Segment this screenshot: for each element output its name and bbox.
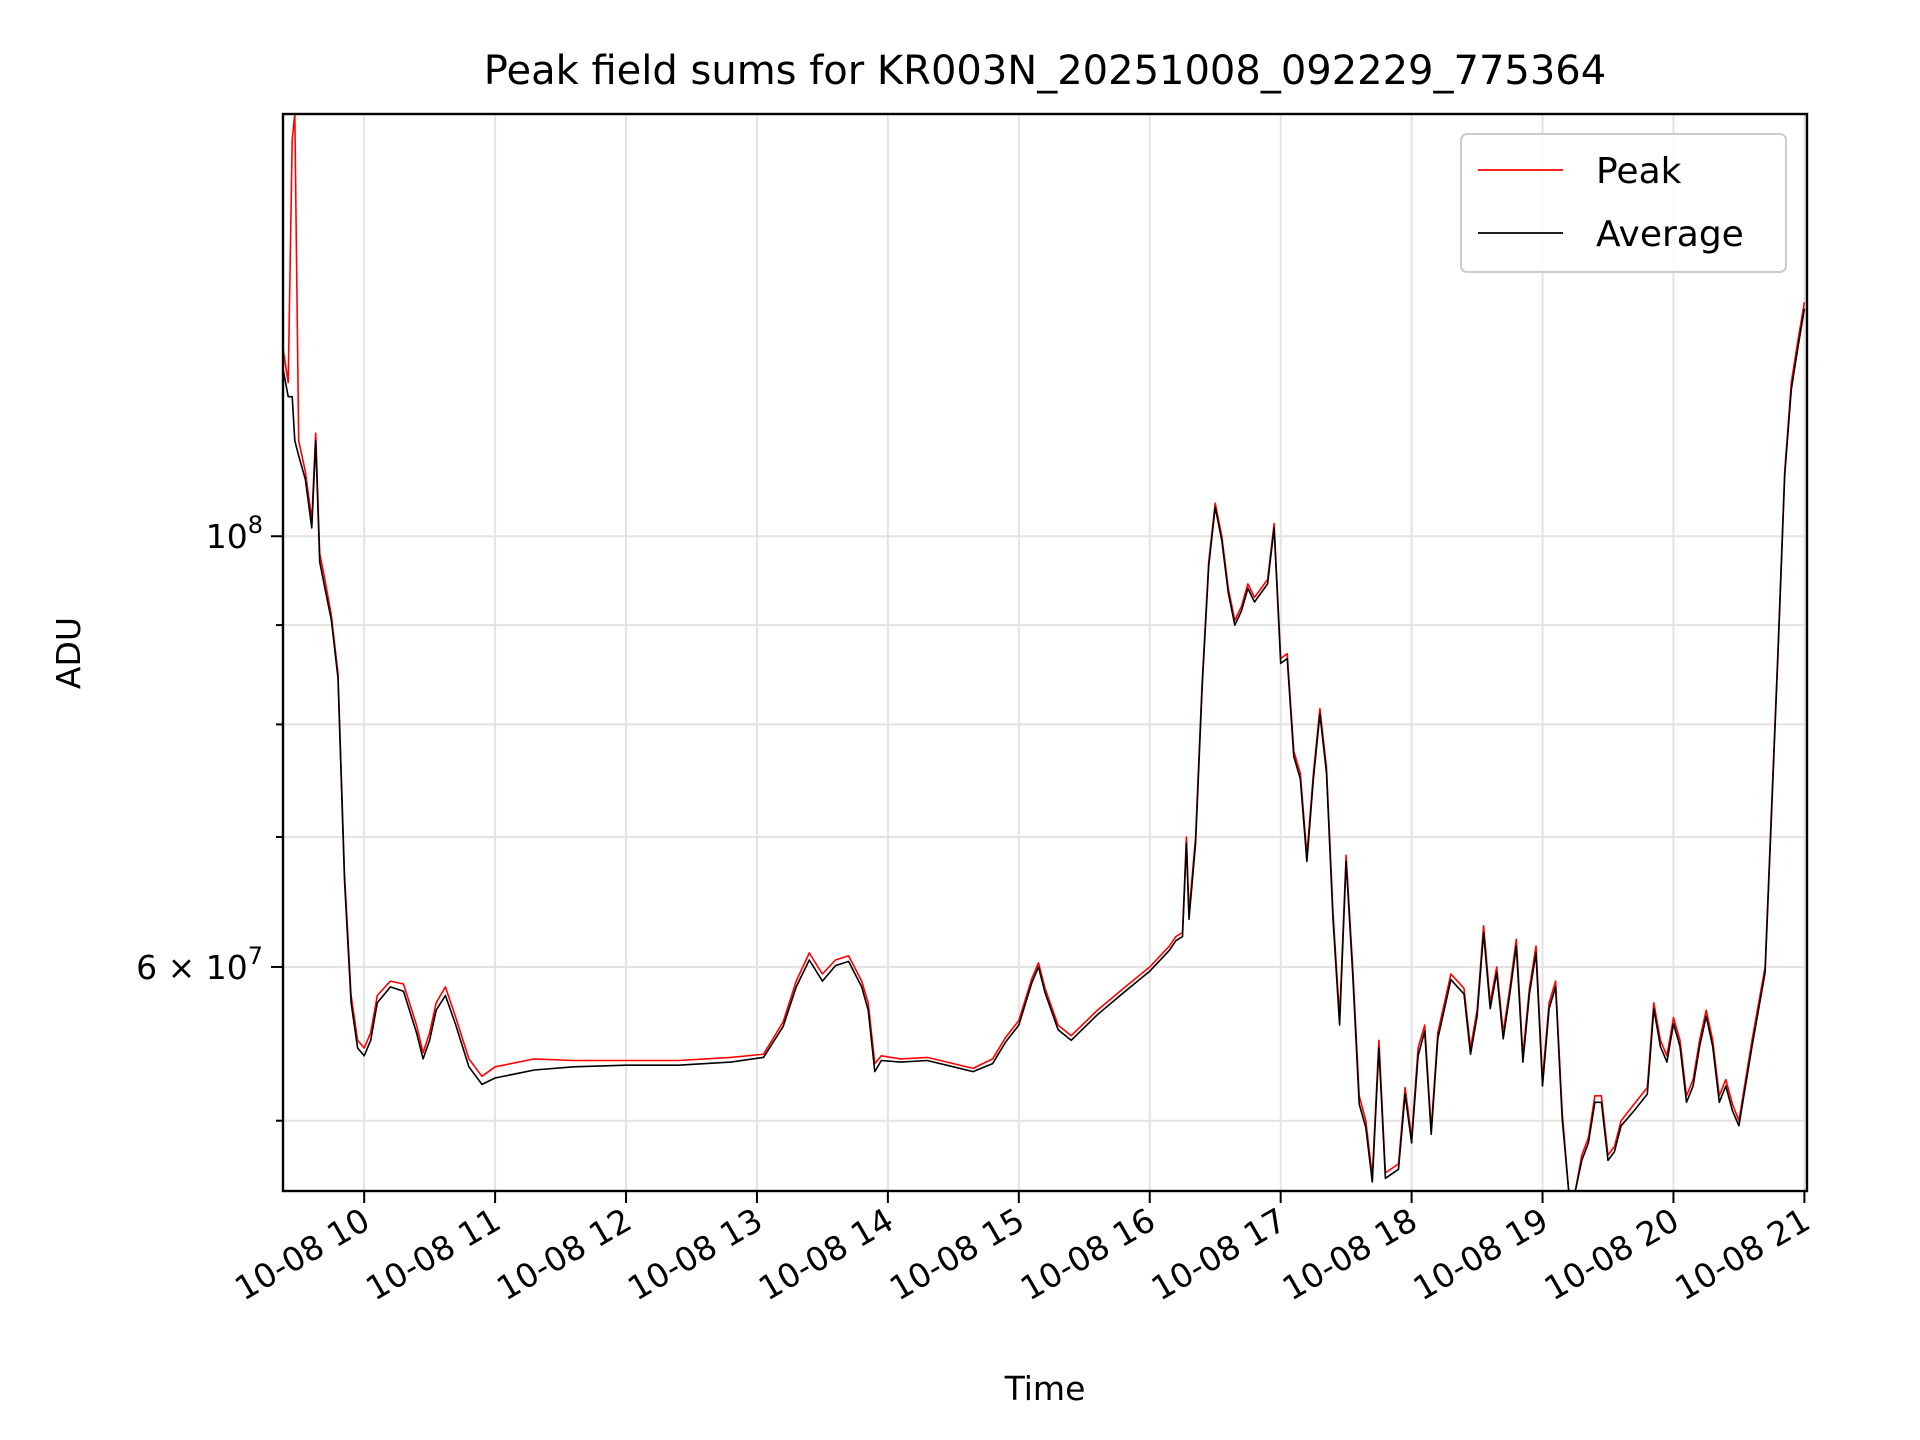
x-tick-label: 10-08 20 xyxy=(1537,1200,1685,1308)
legend-peak-label: Peak xyxy=(1596,151,1682,192)
x-tick-label: 10-08 15 xyxy=(883,1200,1031,1308)
y-tick-label: 6 × 107 xyxy=(136,942,263,987)
legend-average-label: Average xyxy=(1596,214,1744,255)
x-tick-label: 10-08 17 xyxy=(1145,1200,1293,1308)
legend-box xyxy=(1460,133,1787,273)
x-tick-label: 10-08 16 xyxy=(1014,1200,1162,1308)
y-axis-ticks: 108 6 × 107 xyxy=(136,511,283,1122)
x-tick-label: 10-08 11 xyxy=(359,1200,507,1308)
y-axis-title: ADU xyxy=(49,617,88,689)
x-tick-label: 10-08 13 xyxy=(621,1200,769,1308)
series-layer xyxy=(282,113,1806,1192)
x-axis-title: Time xyxy=(1004,1369,1086,1408)
x-tick-label: 10-08 21 xyxy=(1668,1200,1816,1308)
x-tick-label: 10-08 14 xyxy=(752,1200,900,1308)
peak-series-line xyxy=(282,113,1806,1192)
x-tick-label: 10-08 10 xyxy=(228,1200,376,1308)
x-tick-label: 10-08 18 xyxy=(1276,1200,1424,1308)
grid-lines xyxy=(283,114,1807,1191)
plot-frame xyxy=(281,112,1809,1193)
y-tick-label: 108 xyxy=(206,511,263,556)
x-tick-label: 10-08 12 xyxy=(490,1200,638,1308)
legend: Peak Average xyxy=(1460,133,1787,273)
x-tick-label: 10-08 19 xyxy=(1407,1200,1555,1308)
chart-title: Peak field sums for KR003N_20251008_0922… xyxy=(484,48,1606,94)
average-series-line xyxy=(282,308,1806,1192)
